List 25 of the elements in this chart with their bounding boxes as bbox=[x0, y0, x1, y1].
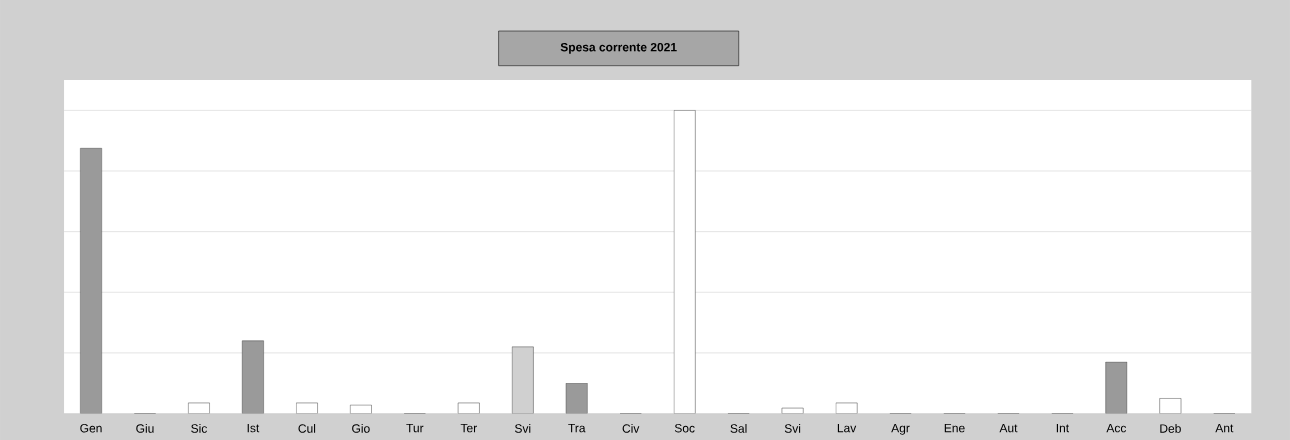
x-tick-label: Gio bbox=[352, 423, 370, 433]
x-tick-label: Ene bbox=[944, 423, 965, 433]
x-tick-label: Gen bbox=[80, 423, 102, 433]
x-tick-label: Lav bbox=[837, 423, 857, 433]
x-tick-label: Sal bbox=[730, 423, 747, 433]
x-tick-label: Giu bbox=[136, 423, 154, 433]
x-tick-label: Agr bbox=[891, 423, 910, 435]
x-tick-label: Ter bbox=[460, 423, 477, 433]
bar bbox=[565, 382, 588, 414]
x-tick-label: Ant bbox=[1215, 423, 1234, 433]
x-tick-label: Soc bbox=[674, 423, 695, 433]
x-tick-label: Ist bbox=[247, 423, 260, 433]
x-tick-label: Int bbox=[1056, 423, 1070, 433]
x-tick-label: Tur bbox=[406, 423, 424, 433]
x-tick-label: Acc bbox=[1106, 423, 1127, 433]
x-tick-label: Aut bbox=[999, 423, 1018, 433]
x-tick-label: Cul bbox=[298, 423, 316, 433]
x-tick-label: Deb bbox=[1160, 423, 1181, 433]
x-tick-label: Civ bbox=[622, 423, 640, 433]
x-tick-label: Svi bbox=[784, 423, 801, 433]
bar bbox=[1105, 361, 1128, 414]
x-tick-label: Sic bbox=[191, 423, 207, 433]
x-tick-label: Tra bbox=[568, 423, 586, 433]
chart-title: Spesa corrente 2021 bbox=[560, 42, 677, 54]
x-tick-label: Svi bbox=[514, 423, 531, 433]
